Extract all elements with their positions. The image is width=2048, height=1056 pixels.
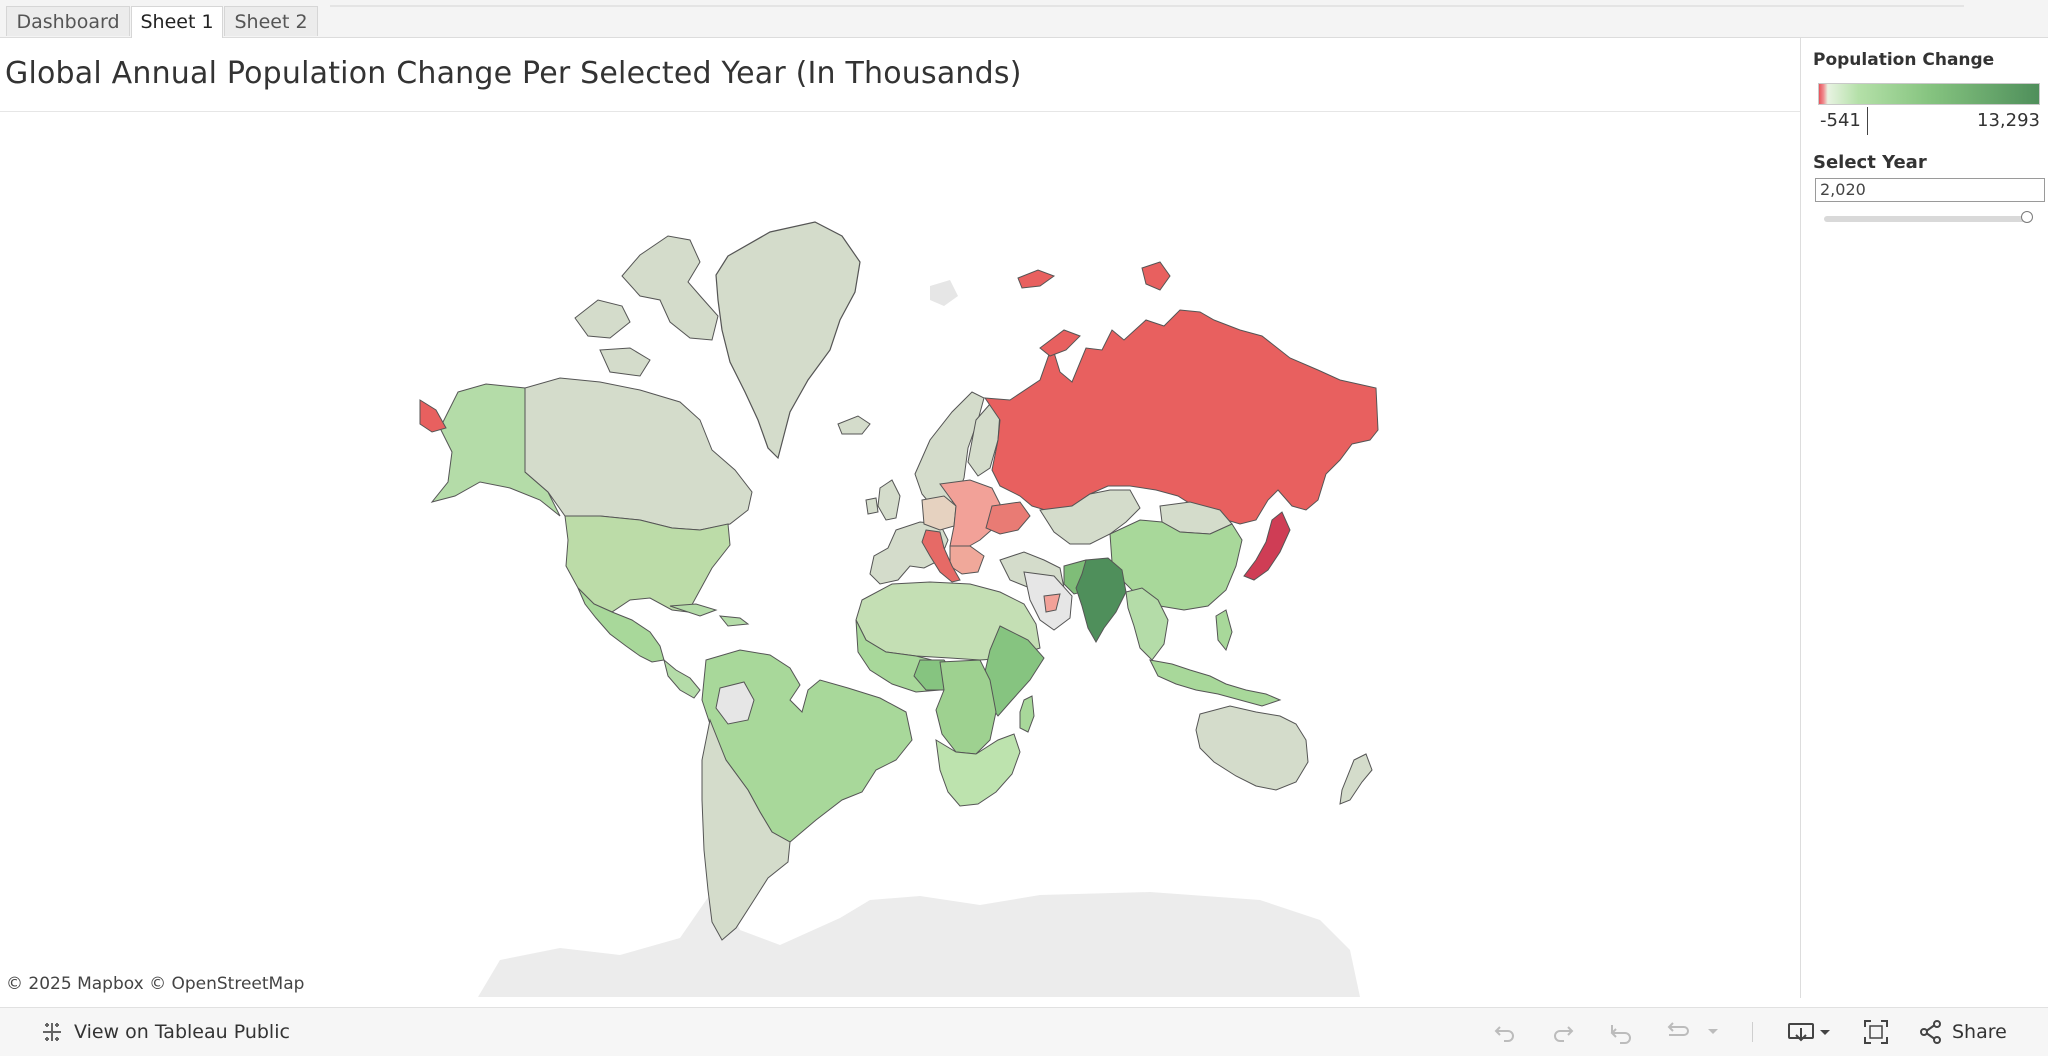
greenland-region[interactable]	[715, 221, 861, 460]
southeast-asia-region[interactable]	[1125, 587, 1169, 661]
oman-region[interactable]	[1043, 593, 1061, 613]
canada-region[interactable]	[524, 377, 753, 531]
year-filter-title: Select Year	[1813, 152, 1927, 173]
antarctica-region	[478, 880, 1360, 997]
year-slider-thumb[interactable]	[2021, 211, 2033, 223]
tableau-toolbar: View on Tableau Public	[0, 1007, 2048, 1056]
central-asia-region[interactable]	[1039, 489, 1141, 545]
russia-region[interactable]	[983, 309, 1379, 525]
sheet-tab-bar: Dashboard Sheet 1 Sheet 2	[0, 0, 2048, 38]
eastern-europe-region[interactable]	[939, 479, 1001, 549]
tab-dashboard[interactable]: Dashboard	[6, 6, 130, 36]
tableau-logo-icon	[40, 1020, 64, 1044]
map-attribution[interactable]: © 2025 Mapbox © OpenStreetMap	[6, 974, 305, 994]
refresh-button[interactable]	[1664, 1008, 1692, 1056]
share-icon	[1918, 1019, 1944, 1045]
title-divider	[0, 111, 1800, 112]
share-label: Share	[1952, 1021, 2007, 1043]
year-input[interactable]: 2,020	[1815, 178, 2045, 202]
map-view[interactable]	[0, 112, 1800, 997]
central-america-region[interactable]	[663, 603, 750, 699]
chukotka-region[interactable]	[419, 399, 447, 433]
southern-cone-region[interactable]	[701, 718, 791, 941]
download-icon	[1786, 1019, 1832, 1045]
new-zealand-region[interactable]	[1339, 753, 1373, 805]
view-on-tableau-link[interactable]: View on Tableau Public	[40, 1008, 290, 1056]
novaya-zemlya-region[interactable]	[1017, 261, 1171, 357]
download-button[interactable]	[1786, 1008, 1832, 1056]
tab-bar-rule	[330, 5, 1964, 7]
tab-sheet-2[interactable]: Sheet 2	[224, 6, 318, 36]
world-map[interactable]	[0, 112, 1800, 997]
canada-arctic-region[interactable]	[574, 235, 719, 377]
redo-icon	[1550, 1019, 1576, 1045]
revert-icon	[1608, 1019, 1634, 1045]
svalbard-region[interactable]	[930, 280, 958, 306]
central-europe-region[interactable]	[921, 495, 957, 531]
china-region[interactable]	[1109, 519, 1243, 611]
uk-region[interactable]	[865, 479, 901, 521]
legend-title: Population Change	[1813, 50, 1995, 70]
southern-africa-region[interactable]	[935, 733, 1021, 807]
undo-icon	[1492, 1019, 1518, 1045]
fullscreen-icon	[1862, 1018, 1890, 1046]
iceland-region[interactable]	[837, 415, 871, 435]
australia-region[interactable]	[1195, 705, 1309, 791]
ukraine-region[interactable]	[985, 501, 1031, 535]
paraguay-region[interactable]	[715, 681, 755, 725]
year-slider-track[interactable]	[1824, 216, 2028, 222]
balkans-region[interactable]	[949, 545, 985, 575]
fullscreen-button[interactable]	[1862, 1008, 1890, 1056]
indonesia-region[interactable]	[1149, 659, 1282, 707]
pause-menu-icon	[1706, 1019, 1720, 1045]
legend-max-label: 13,293	[1977, 110, 2040, 131]
revert-button[interactable]	[1608, 1008, 1634, 1056]
refresh-icon	[1664, 1019, 1692, 1045]
share-button[interactable]: Share	[1918, 1008, 2007, 1056]
sidebar-divider	[1800, 38, 1801, 998]
redo-button[interactable]	[1550, 1008, 1576, 1056]
italy-region[interactable]	[921, 529, 961, 583]
central-africa-region[interactable]	[935, 659, 997, 755]
toolbar-separator	[1752, 1022, 1753, 1042]
view-on-tableau-label: View on Tableau Public	[74, 1021, 290, 1043]
madagascar-region[interactable]	[1019, 695, 1035, 733]
legend-min-label: -541	[1820, 110, 1861, 131]
color-legend-gradient[interactable]	[1818, 83, 2040, 105]
tab-sheet-1[interactable]: Sheet 1	[131, 6, 223, 38]
usa-region[interactable]	[564, 515, 731, 613]
philippines-region[interactable]	[1215, 609, 1233, 652]
india-region[interactable]	[1075, 557, 1127, 644]
japan-region[interactable]	[1243, 511, 1291, 581]
undo-button[interactable]	[1492, 1008, 1518, 1056]
legend-zero-marker	[1867, 107, 1868, 135]
worksheet-title: Global Annual Population Change Per Sele…	[5, 56, 1022, 91]
mexico-region[interactable]	[577, 587, 665, 663]
east-africa-region[interactable]	[983, 625, 1045, 717]
pause-menu-button[interactable]	[1706, 1008, 1720, 1056]
